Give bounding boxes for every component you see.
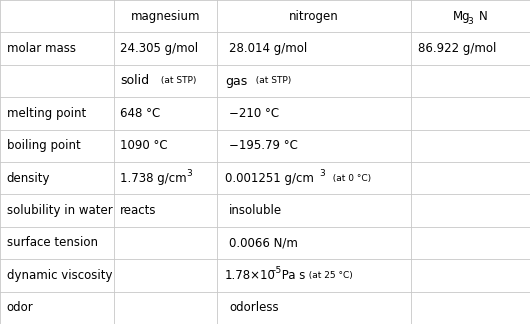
Text: molar mass: molar mass	[7, 42, 76, 55]
Text: odor: odor	[7, 301, 33, 314]
Text: N: N	[479, 10, 488, 23]
Text: solubility in water: solubility in water	[7, 204, 112, 217]
Text: melting point: melting point	[7, 107, 86, 120]
Text: Pa s: Pa s	[278, 269, 305, 282]
Text: (at STP): (at STP)	[251, 76, 292, 86]
Text: −5: −5	[269, 266, 282, 275]
Text: 3: 3	[467, 17, 473, 26]
Text: magnesium: magnesium	[131, 10, 200, 23]
Text: surface tension: surface tension	[7, 237, 98, 249]
Text: gas: gas	[225, 75, 248, 87]
Text: 1.738 g/cm: 1.738 g/cm	[120, 172, 187, 185]
Text: −195.79 °C: −195.79 °C	[229, 139, 298, 152]
Text: density: density	[7, 172, 50, 185]
Text: (at 25 °C): (at 25 °C)	[304, 271, 353, 280]
Text: 0.0066 N/m: 0.0066 N/m	[229, 237, 298, 249]
Text: 24.305 g/mol: 24.305 g/mol	[120, 42, 198, 55]
Text: insoluble: insoluble	[229, 204, 282, 217]
Text: 86.922 g/mol: 86.922 g/mol	[418, 42, 496, 55]
Text: 3: 3	[320, 168, 325, 178]
Text: dynamic viscosity: dynamic viscosity	[7, 269, 112, 282]
Text: (at 0 °C): (at 0 °C)	[327, 174, 371, 183]
Text: solid: solid	[120, 75, 149, 87]
Text: (at STP): (at STP)	[158, 76, 197, 86]
Text: boiling point: boiling point	[7, 139, 81, 152]
Text: reacts: reacts	[120, 204, 157, 217]
Text: 648 °C: 648 °C	[120, 107, 161, 120]
Text: 1090 °C: 1090 °C	[120, 139, 168, 152]
Text: nitrogen: nitrogen	[289, 10, 339, 23]
Text: Mg: Mg	[453, 10, 471, 23]
Text: 1.78×10: 1.78×10	[225, 269, 276, 282]
Text: 28.014 g/mol: 28.014 g/mol	[229, 42, 307, 55]
Text: 3: 3	[187, 168, 192, 178]
Text: odorless: odorless	[229, 301, 279, 314]
Text: 0.001251 g/cm: 0.001251 g/cm	[225, 172, 314, 185]
Text: −210 °C: −210 °C	[229, 107, 279, 120]
